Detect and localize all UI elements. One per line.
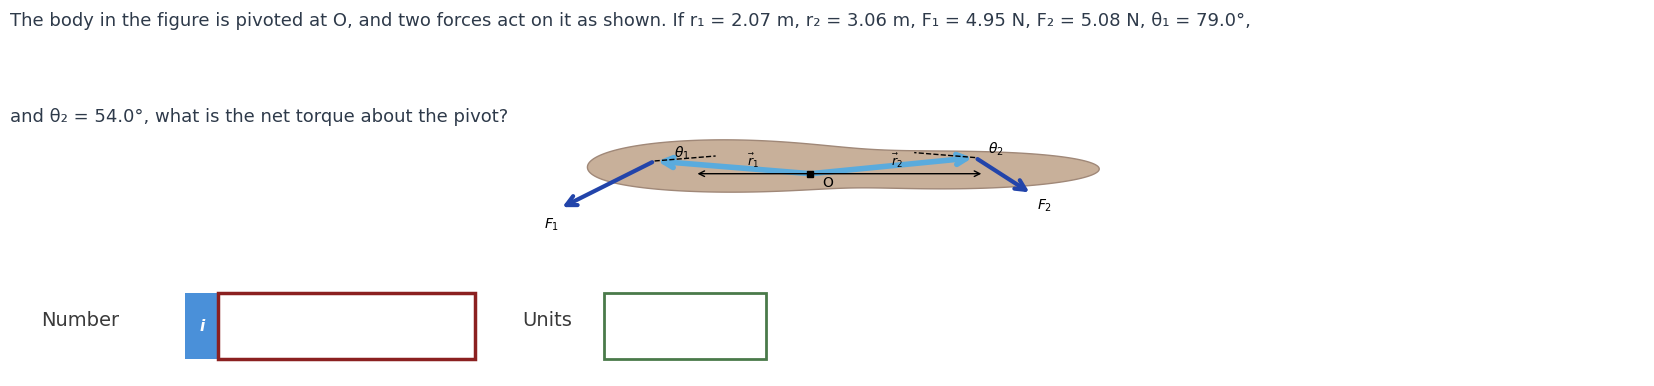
Text: The body in the figure is pivoted at O, and two forces act on it as shown. If r₁: The body in the figure is pivoted at O, … bbox=[10, 12, 1250, 30]
Text: $\vec{r}_1$: $\vec{r}_1$ bbox=[746, 151, 759, 170]
Text: i: i bbox=[198, 319, 205, 334]
FancyBboxPatch shape bbox=[604, 293, 766, 359]
Text: $\theta_1$: $\theta_1$ bbox=[675, 144, 690, 161]
Text: $F_1$: $F_1$ bbox=[544, 216, 559, 232]
Text: O: O bbox=[822, 176, 834, 190]
FancyBboxPatch shape bbox=[218, 293, 475, 359]
Text: and θ₂ = 54.0°, what is the net torque about the pivot?: and θ₂ = 54.0°, what is the net torque a… bbox=[10, 108, 508, 126]
Text: $\vec{r}_2$: $\vec{r}_2$ bbox=[892, 151, 903, 170]
Text: Units: Units bbox=[523, 311, 572, 330]
Polygon shape bbox=[587, 140, 1100, 192]
Text: $\theta_2$: $\theta_2$ bbox=[989, 141, 1004, 158]
FancyBboxPatch shape bbox=[185, 293, 218, 359]
Text: Number: Number bbox=[41, 311, 119, 330]
Text: $F_2$: $F_2$ bbox=[1037, 198, 1052, 214]
